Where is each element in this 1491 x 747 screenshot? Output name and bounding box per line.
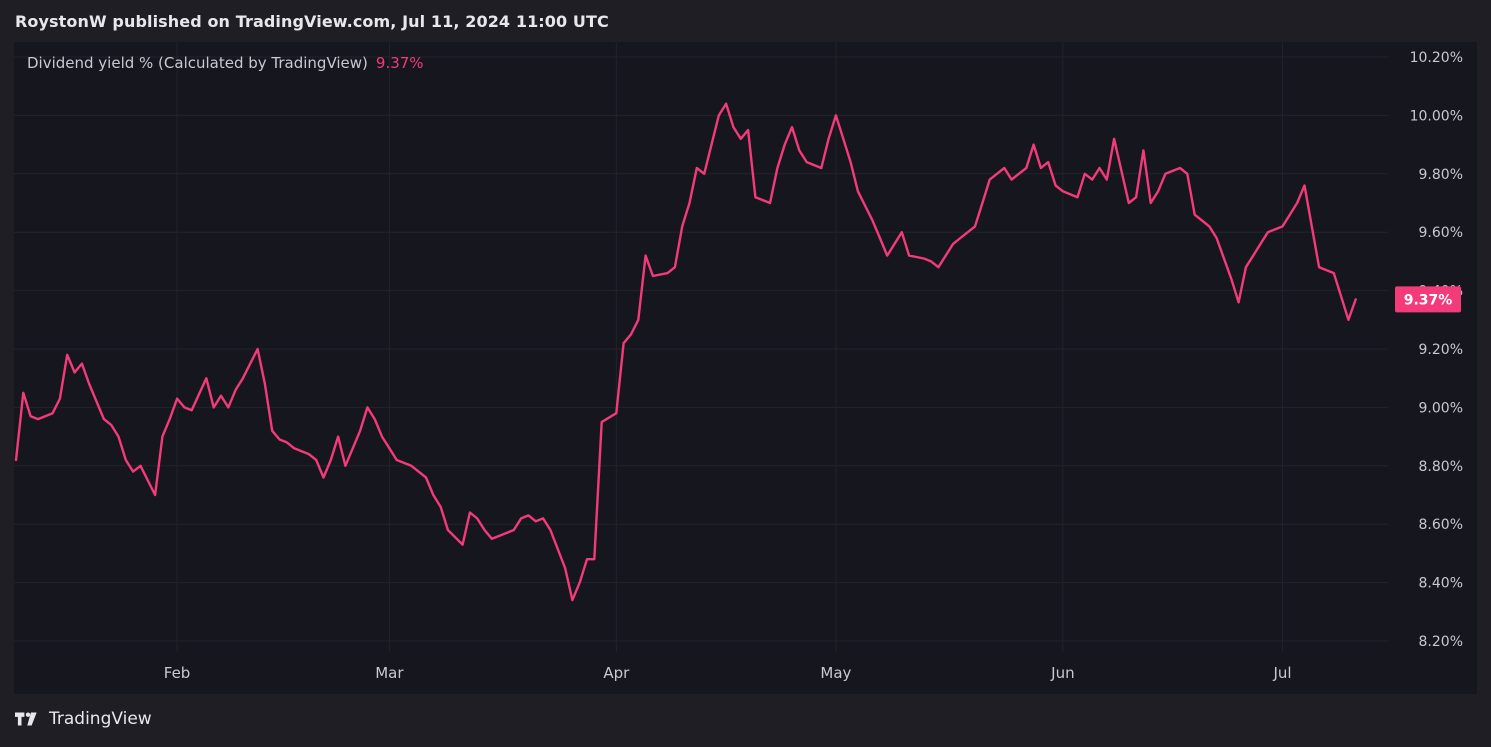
- last-value-badge: [1395, 286, 1461, 313]
- legend-series-label: Dividend yield % (Calculated by TradingV…: [27, 54, 368, 72]
- y-tick-label: 8.20%: [1419, 634, 1463, 650]
- x-tick-label: Jun: [1050, 664, 1074, 682]
- published-byline: RoystonW published on TradingView.com, J…: [15, 12, 609, 31]
- x-tick-label: May: [820, 664, 851, 682]
- y-tick-label: 10.00%: [1410, 108, 1463, 124]
- y-tick-label: 8.40%: [1419, 576, 1463, 592]
- y-tick-label: 10.20%: [1410, 50, 1463, 66]
- x-tick-label: Mar: [375, 664, 404, 682]
- tradingview-logo-icon: [15, 712, 37, 726]
- chart-legend: Dividend yield % (Calculated by TradingV…: [27, 54, 424, 72]
- legend-series-value: 9.37%: [375, 54, 424, 72]
- footer-brand[interactable]: TradingView: [15, 709, 152, 729]
- footer-brand-label: TradingView: [49, 709, 152, 729]
- last-value-label: 9.37%: [1404, 292, 1453, 308]
- x-tick-label: Jul: [1272, 664, 1291, 682]
- chart-panel[interactable]: 8.20%8.40%8.60%8.80%9.00%9.20%9.40%9.60%…: [14, 42, 1477, 694]
- y-tick-label: 9.00%: [1419, 400, 1463, 416]
- y-tick-label: 8.80%: [1419, 459, 1463, 475]
- x-tick-label: Apr: [603, 664, 630, 682]
- x-tick-label: Feb: [164, 664, 191, 682]
- y-tick-label: 9.60%: [1419, 225, 1463, 241]
- dividend-yield-chart[interactable]: 8.20%8.40%8.60%8.80%9.00%9.20%9.40%9.60%…: [14, 42, 1477, 694]
- y-tick-label: 9.80%: [1419, 167, 1463, 183]
- y-tick-label: 8.60%: [1419, 517, 1463, 533]
- dividend-yield-line: [14, 102, 1357, 602]
- y-tick-label: 9.20%: [1419, 342, 1463, 358]
